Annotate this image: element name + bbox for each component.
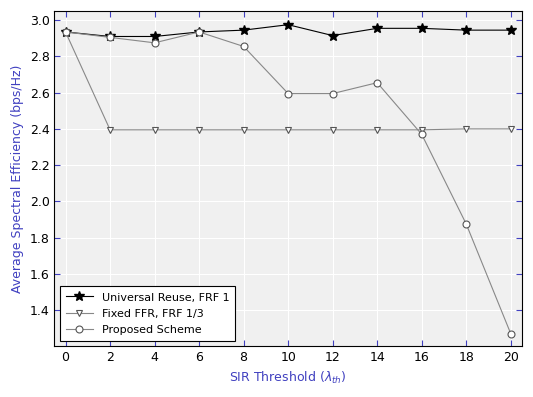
Fixed FFR, FRF 1/3 bbox=[285, 127, 292, 132]
Fixed FFR, FRF 1/3 bbox=[62, 29, 69, 34]
Universal Reuse, FRF 1 bbox=[151, 34, 158, 39]
Proposed Scheme bbox=[151, 40, 158, 45]
Universal Reuse, FRF 1 bbox=[463, 28, 470, 33]
Universal Reuse, FRF 1 bbox=[107, 34, 113, 39]
Fixed FFR, FRF 1/3 bbox=[240, 127, 247, 132]
Universal Reuse, FRF 1 bbox=[240, 28, 247, 33]
Proposed Scheme bbox=[463, 222, 470, 226]
Universal Reuse, FRF 1 bbox=[329, 33, 336, 38]
Fixed FFR, FRF 1/3 bbox=[374, 127, 381, 132]
Proposed Scheme bbox=[62, 29, 69, 34]
Proposed Scheme bbox=[107, 35, 113, 40]
Fixed FFR, FRF 1/3 bbox=[329, 127, 336, 132]
Fixed FFR, FRF 1/3 bbox=[107, 127, 113, 132]
Universal Reuse, FRF 1 bbox=[285, 22, 292, 27]
Universal Reuse, FRF 1 bbox=[374, 26, 381, 31]
Proposed Scheme bbox=[374, 80, 381, 85]
Universal Reuse, FRF 1 bbox=[196, 29, 203, 34]
Universal Reuse, FRF 1 bbox=[62, 29, 69, 34]
Line: Fixed FFR, FRF 1/3: Fixed FFR, FRF 1/3 bbox=[62, 29, 514, 133]
Proposed Scheme bbox=[196, 29, 203, 34]
Fixed FFR, FRF 1/3 bbox=[418, 127, 425, 132]
Fixed FFR, FRF 1/3 bbox=[151, 127, 158, 132]
X-axis label: SIR Threshold ($\lambda_{th}$): SIR Threshold ($\lambda_{th}$) bbox=[229, 370, 347, 386]
Proposed Scheme bbox=[285, 91, 292, 96]
Proposed Scheme bbox=[329, 91, 336, 96]
Fixed FFR, FRF 1/3 bbox=[463, 127, 470, 131]
Line: Universal Reuse, FRF 1: Universal Reuse, FRF 1 bbox=[61, 20, 515, 41]
Legend: Universal Reuse, FRF 1, Fixed FFR, FRF 1/3, Proposed Scheme: Universal Reuse, FRF 1, Fixed FFR, FRF 1… bbox=[60, 286, 236, 341]
Fixed FFR, FRF 1/3 bbox=[196, 127, 203, 132]
Proposed Scheme bbox=[240, 44, 247, 49]
Line: Proposed Scheme: Proposed Scheme bbox=[62, 29, 514, 337]
Proposed Scheme bbox=[418, 132, 425, 137]
Y-axis label: Average Spectral Efficiency (bps/Hz): Average Spectral Efficiency (bps/Hz) bbox=[11, 65, 24, 293]
Fixed FFR, FRF 1/3 bbox=[507, 127, 514, 131]
Universal Reuse, FRF 1 bbox=[507, 28, 514, 33]
Universal Reuse, FRF 1 bbox=[418, 26, 425, 31]
Proposed Scheme bbox=[507, 331, 514, 336]
